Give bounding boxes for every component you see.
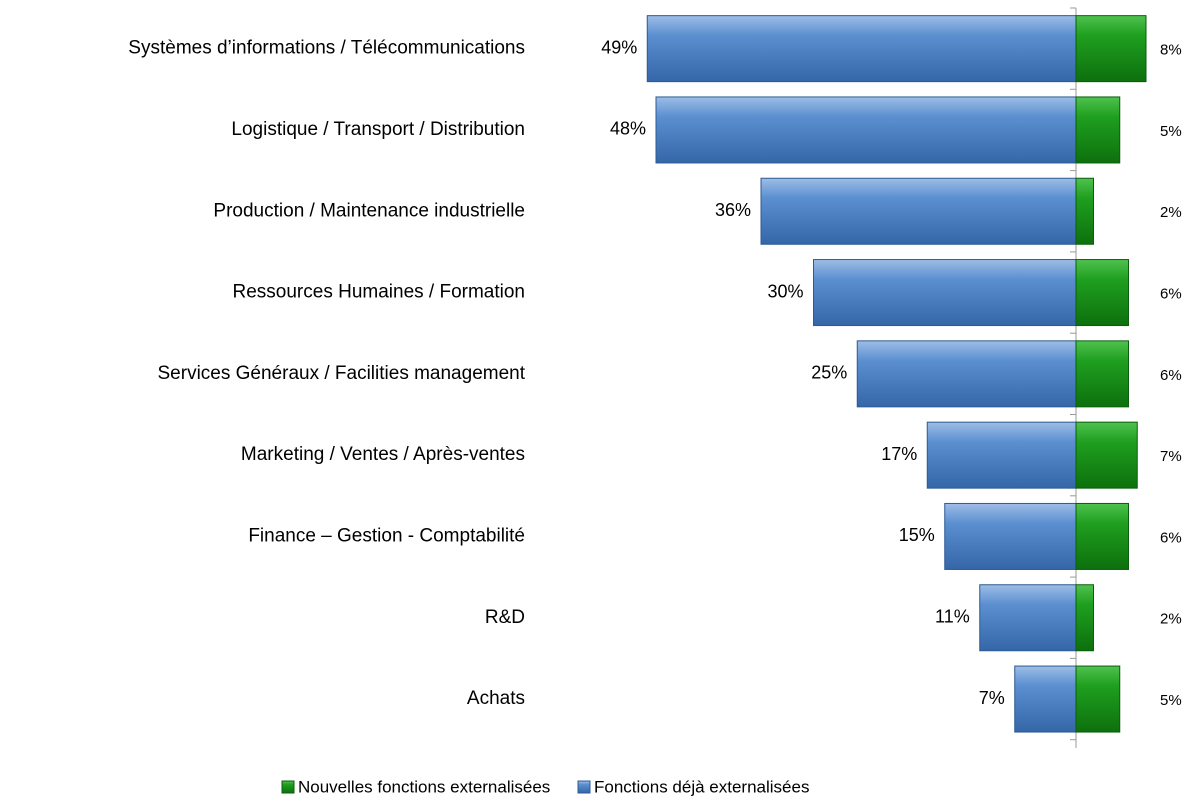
value-label: 30% xyxy=(767,281,803,301)
bar xyxy=(926,421,1077,489)
bar xyxy=(760,177,1077,245)
value-label: 5% xyxy=(1160,692,1182,709)
bar xyxy=(1075,421,1138,489)
value-label: 7% xyxy=(1160,448,1182,465)
bar xyxy=(1075,15,1147,83)
value-label: 48% xyxy=(610,119,646,139)
bar xyxy=(1014,665,1077,733)
bar xyxy=(655,96,1077,164)
value-label: 15% xyxy=(899,525,935,545)
legend-label: Nouvelles fonctions externalisées xyxy=(298,777,550,796)
legend-label: Fonctions déjà externalisées xyxy=(594,777,809,796)
category-label: Ressources Humaines / Formation xyxy=(233,282,526,303)
category-label: Marketing / Ventes / Après-ventes xyxy=(241,444,525,465)
category-label: Production / Maintenance industrielle xyxy=(213,200,525,221)
value-label: 2% xyxy=(1160,611,1182,628)
bar xyxy=(1075,665,1121,733)
value-label: 8% xyxy=(1160,42,1182,59)
value-label: 25% xyxy=(811,363,847,383)
value-label: 6% xyxy=(1160,286,1182,303)
legend-swatch xyxy=(577,780,591,794)
value-label: 36% xyxy=(715,200,751,220)
value-label: 7% xyxy=(979,688,1005,708)
category-label: Logistique / Transport / Distribution xyxy=(231,119,525,140)
category-label: R&D xyxy=(485,607,525,628)
bar xyxy=(646,15,1077,83)
bar xyxy=(979,584,1077,652)
bar xyxy=(856,340,1077,408)
category-label: Achats xyxy=(467,688,525,709)
legend-swatch xyxy=(281,780,295,794)
bar xyxy=(1075,96,1121,164)
bar xyxy=(1075,502,1129,570)
bar xyxy=(1075,584,1094,652)
value-label: 49% xyxy=(601,37,637,57)
bar xyxy=(1075,340,1129,408)
bar xyxy=(1075,177,1094,245)
value-label: 17% xyxy=(881,444,917,464)
category-label: Services Généraux / Facilities managemen… xyxy=(158,363,526,384)
bar xyxy=(813,259,1077,327)
bar xyxy=(944,502,1077,570)
value-label: 6% xyxy=(1160,529,1182,546)
bar xyxy=(1075,259,1129,327)
value-label: 5% xyxy=(1160,123,1182,140)
value-label: 6% xyxy=(1160,367,1182,384)
value-label: 11% xyxy=(935,607,970,627)
value-label: 2% xyxy=(1160,204,1182,221)
category-label: Finance – Gestion - Comptabilité xyxy=(248,525,525,546)
category-label: Systèmes d’informations / Télécommunicat… xyxy=(128,38,525,59)
